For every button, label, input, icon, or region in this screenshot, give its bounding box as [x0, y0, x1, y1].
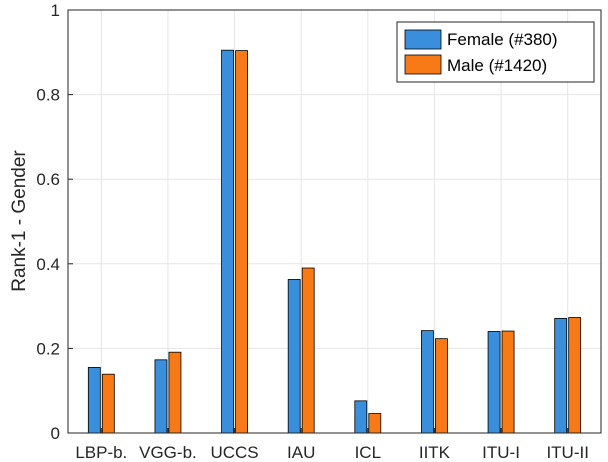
x-tick-label: VGG-b.: [139, 443, 197, 462]
bar-female: [554, 317, 568, 434]
y-tick-label: 0.4: [36, 255, 60, 274]
y-tick-label: 0: [51, 424, 60, 443]
legend-label-male: Male (#1420): [447, 56, 547, 75]
bar-female: [221, 49, 234, 434]
bar-male: [235, 50, 248, 434]
x-tick-label: UCCS: [210, 443, 258, 462]
x-tick-label: ITU-I: [482, 443, 520, 462]
y-tick-label: 0.6: [36, 170, 60, 189]
y-axis-label: Rank-1 - Gender: [9, 150, 30, 292]
bar-male: [101, 373, 115, 434]
x-tick-label: IAU: [287, 443, 315, 462]
y-tick-label: 1: [51, 1, 60, 20]
bar-male: [501, 330, 515, 434]
y-tick-labels: 0 0.2 0.4 0.6 0.8 1: [36, 1, 60, 443]
bar-female: [287, 279, 301, 434]
y-tick-label: 0.8: [36, 86, 60, 105]
bar-male: [368, 413, 382, 434]
bar-male: [168, 351, 182, 434]
x-tick-label: LBP-b.: [75, 443, 127, 462]
x-tick-label: IITK: [419, 443, 451, 462]
grid-lines: [68, 9, 601, 434]
legend: Female (#380) Male (#1420): [396, 21, 595, 83]
legend-swatch-female: [404, 29, 442, 50]
bar-male: [301, 267, 315, 434]
x-tick-label: ITU-II: [546, 443, 589, 462]
x-tick-label: ICL: [355, 443, 381, 462]
bar-male: [568, 317, 582, 434]
axes-box: [67, 9, 602, 434]
bar-male: [435, 338, 448, 434]
bar-female: [421, 330, 434, 434]
x-tick-labels: LBP-b. VGG-b. UCCS IAU ICL IITK ITU-I ITU-II: [75, 443, 589, 462]
bar-female: [154, 359, 168, 434]
bar-female: [354, 400, 368, 434]
y-tick-label: 0.2: [36, 339, 60, 358]
axes: [67, 9, 602, 434]
bar-female: [87, 367, 101, 434]
bar-female: [487, 331, 501, 434]
legend-swatch-male: [404, 54, 442, 75]
legend-label-female: Female (#380): [447, 30, 558, 49]
